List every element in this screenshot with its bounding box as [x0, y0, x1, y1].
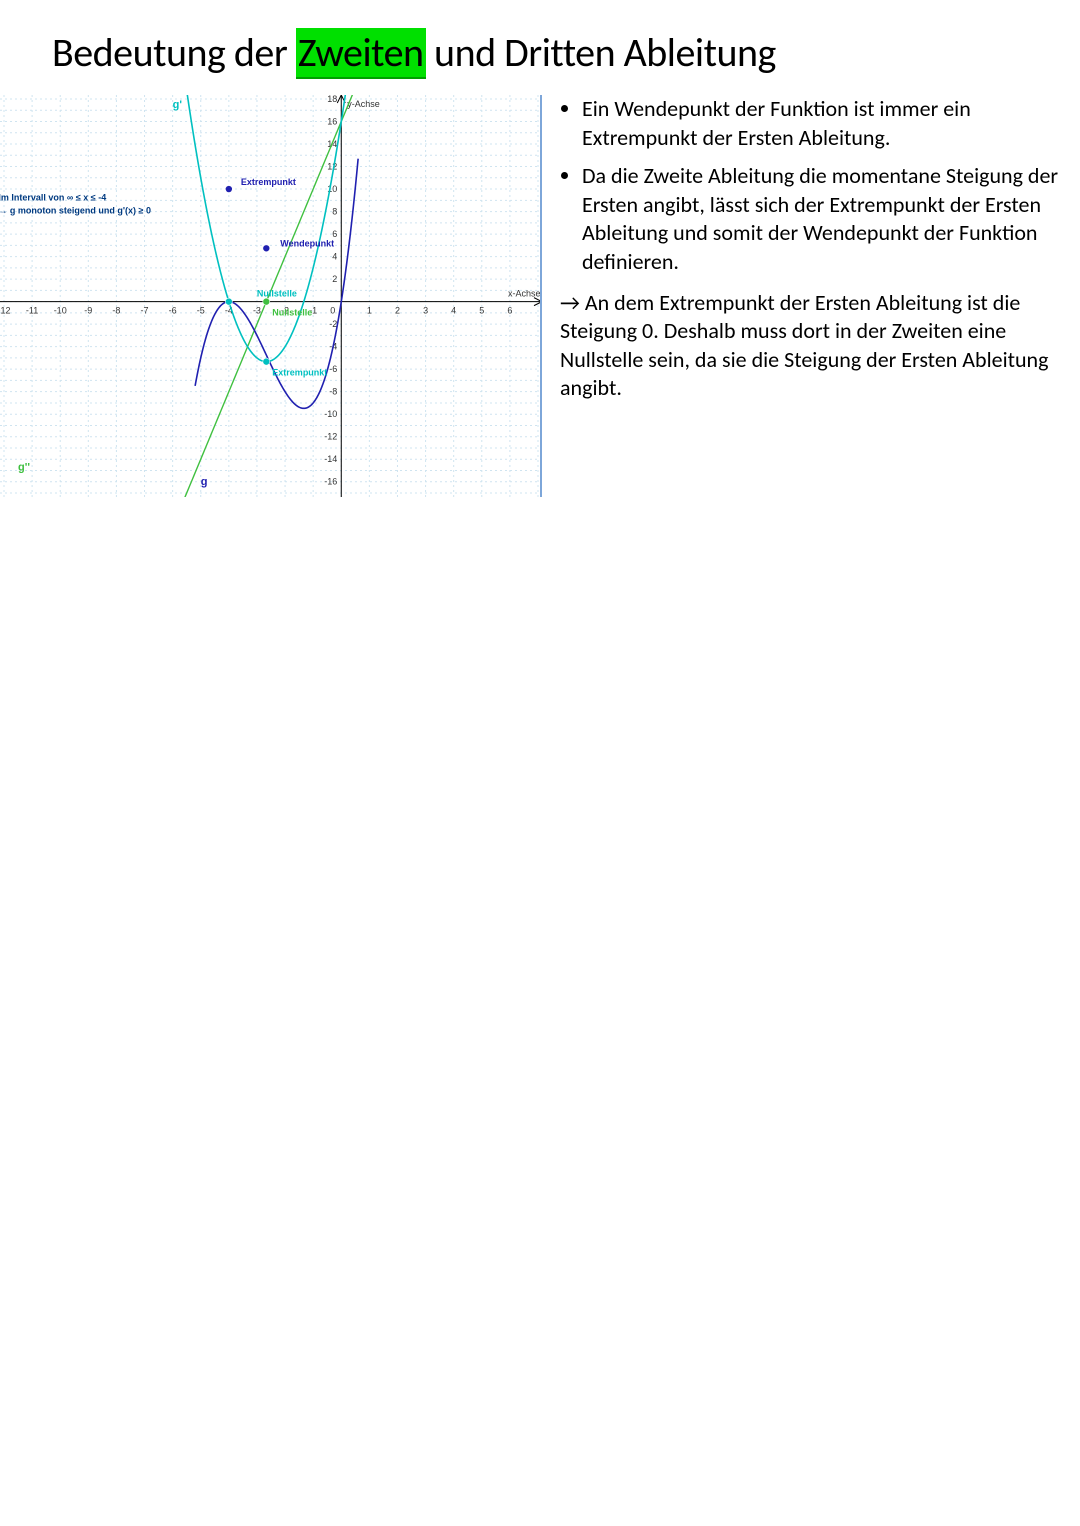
- svg-text:g: g: [201, 476, 208, 488]
- svg-text:3: 3: [423, 306, 428, 316]
- svg-text:-9: -9: [84, 306, 92, 316]
- svg-text:-7: -7: [141, 306, 149, 316]
- svg-text:g'': g'': [18, 461, 30, 473]
- svg-text:Wendepunkt: Wendepunkt: [280, 238, 334, 248]
- svg-text:-6: -6: [169, 306, 177, 316]
- svg-text:18: 18: [327, 95, 337, 104]
- title-highlight: Zweiten: [296, 28, 426, 79]
- svg-text:-8: -8: [112, 306, 120, 316]
- derivatives-chart: -12-11-10-9-8-7-6-5-4-3-2-1123456-16-14-…: [0, 95, 542, 497]
- svg-text:5: 5: [479, 306, 484, 316]
- svg-text:-6: -6: [329, 364, 337, 374]
- svg-text:Nullstelle: Nullstelle: [257, 289, 297, 299]
- svg-text:12: 12: [327, 162, 337, 172]
- svg-text:8: 8: [332, 207, 337, 217]
- svg-text:Nullstelle: Nullstelle: [272, 308, 312, 318]
- slide-page: Bedeutung der Zweiten und Dritten Ableit…: [0, 0, 1080, 1526]
- content-row: -12-11-10-9-8-7-6-5-4-3-2-1123456-16-14-…: [0, 95, 1080, 497]
- svg-text:-8: -8: [329, 387, 337, 397]
- svg-text:-16: -16: [324, 477, 337, 487]
- bullet-item: Da die Zweite Ableitung die momentane St…: [582, 162, 1074, 276]
- svg-text:Extrempunkt: Extrempunkt: [272, 368, 327, 378]
- svg-text:0: 0: [330, 306, 335, 316]
- svg-text:2: 2: [395, 306, 400, 316]
- svg-text:1: 1: [367, 306, 372, 316]
- svg-text:-12: -12: [324, 432, 337, 442]
- svg-text:-3: -3: [253, 306, 261, 316]
- bullet-item: Ein Wendepunkt der Funktion ist immer ei…: [582, 95, 1074, 152]
- conclusion-text: → An dem Extrempunkt der Ersten Ableitun…: [560, 289, 1074, 403]
- svg-text:-12: -12: [0, 306, 11, 316]
- svg-text:6: 6: [507, 306, 512, 316]
- bullet-list: Ein Wendepunkt der Funktion ist immer ei…: [560, 95, 1074, 277]
- svg-text:x-Achse: x-Achse: [508, 289, 541, 299]
- svg-text:16: 16: [327, 117, 337, 127]
- text-column: Ein Wendepunkt der Funktion ist immer ei…: [542, 95, 1080, 497]
- svg-text:-10: -10: [324, 409, 337, 419]
- svg-text:-14: -14: [324, 454, 337, 464]
- svg-text:-5: -5: [197, 306, 205, 316]
- svg-text:4: 4: [451, 306, 456, 316]
- svg-text:-11: -11: [26, 306, 38, 316]
- svg-text:Im Intervall von ∞ ≤ x ≤ -4: Im Intervall von ∞ ≤ x ≤ -4: [0, 192, 106, 202]
- svg-text:2: 2: [332, 274, 337, 284]
- svg-text:→ g monoton steigend und g'(x): → g monoton steigend und g'(x) ≥ 0: [0, 205, 151, 215]
- svg-text:Extrempunkt: Extrempunkt: [241, 177, 296, 187]
- svg-text:y-Achse: y-Achse: [347, 99, 380, 109]
- title-pre: Bedeutung der: [52, 28, 296, 77]
- title-post: und Dritten Ableitung: [426, 28, 776, 77]
- svg-text:-10: -10: [54, 306, 67, 316]
- svg-text:4: 4: [332, 252, 337, 262]
- page-title: Bedeutung der Zweiten und Dritten Ableit…: [0, 0, 1080, 95]
- svg-text:g': g': [173, 99, 183, 111]
